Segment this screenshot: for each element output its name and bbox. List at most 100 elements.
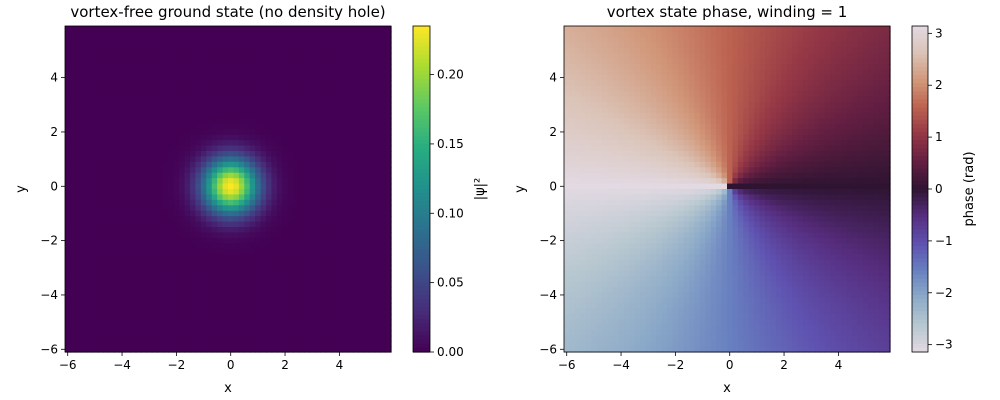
heatmap-cell: [623, 102, 630, 109]
heatmap-cell: [347, 275, 354, 282]
heatmap-cell: [629, 123, 636, 130]
heatmap-cell: [179, 140, 186, 147]
heatmap-cell: [141, 47, 148, 54]
heatmap-cell: [97, 58, 104, 65]
heatmap-cell: [211, 178, 218, 185]
heatmap-cell: [380, 292, 387, 299]
heatmap-cell: [602, 341, 609, 348]
heatmap-cell: [672, 303, 679, 310]
heatmap-cell: [304, 112, 311, 119]
heatmap-cell: [667, 129, 674, 136]
heatmap-cell: [656, 324, 663, 331]
colorbar-step: [413, 74, 430, 80]
colorbar-step: [413, 197, 430, 202]
heatmap-cell: [81, 286, 88, 293]
heatmap-cell: [645, 183, 652, 190]
heatmap-cell: [623, 324, 630, 331]
heatmap-cell: [369, 167, 376, 174]
heatmap-cell: [70, 140, 77, 147]
heatmap-cell: [293, 194, 300, 201]
heatmap-cell: [200, 47, 207, 54]
heatmap-cell: [574, 275, 581, 282]
heatmap-cell: [119, 161, 126, 168]
heatmap-cell: [97, 102, 104, 109]
heatmap-cell: [331, 194, 338, 201]
heatmap-cell: [124, 232, 131, 239]
heatmap-cell: [173, 341, 180, 348]
heatmap-cell: [650, 265, 657, 272]
heatmap-cell: [352, 335, 359, 342]
heatmap-cell: [228, 254, 235, 261]
heatmap-cell: [97, 199, 104, 206]
heatmap-cell: [607, 118, 614, 125]
heatmap-cell: [672, 227, 679, 234]
heatmap-cell: [211, 259, 218, 266]
heatmap-cell: [612, 254, 619, 261]
heatmap-cell: [75, 243, 82, 250]
heatmap-cell: [672, 53, 679, 60]
heatmap-cell: [607, 102, 614, 109]
heatmap-cell: [260, 112, 267, 119]
heatmap-cell: [569, 303, 576, 310]
heatmap-cell: [293, 275, 300, 282]
heatmap-cell: [580, 167, 587, 174]
heatmap-cell: [602, 69, 609, 76]
heatmap-cell: [179, 308, 186, 315]
heatmap-cell: [634, 112, 641, 119]
heatmap-cell: [678, 31, 685, 38]
heatmap-cell: [108, 172, 115, 179]
heatmap-cell: [309, 292, 316, 299]
heatmap-cell: [569, 74, 576, 81]
heatmap-cell: [97, 259, 104, 266]
heatmap-cell: [325, 145, 332, 152]
heatmap-cell: [130, 270, 137, 277]
heatmap-cell: [602, 123, 609, 130]
heatmap-cell: [369, 254, 376, 261]
heatmap-cell: [293, 308, 300, 315]
heatmap-cell: [81, 346, 88, 353]
heatmap-cell: [358, 74, 365, 81]
heatmap-cell: [233, 313, 240, 320]
heatmap-cell: [141, 221, 148, 228]
heatmap-cell: [103, 91, 110, 98]
heatmap-cell: [238, 31, 245, 38]
heatmap-cell: [369, 85, 376, 92]
heatmap-cell: [369, 172, 376, 179]
heatmap-cell: [233, 210, 240, 217]
heatmap-cell: [574, 129, 581, 136]
heatmap-cell: [374, 172, 381, 179]
heatmap-cell: [369, 286, 376, 293]
heatmap-cell: [607, 346, 614, 353]
heatmap-cell: [320, 69, 327, 76]
heatmap-cell: [266, 172, 273, 179]
heatmap-cell: [574, 308, 581, 315]
heatmap-cell: [184, 80, 191, 87]
heatmap-cell: [113, 227, 120, 234]
heatmap-cell: [168, 58, 175, 65]
heatmap-cell: [217, 140, 224, 147]
heatmap-cell: [287, 313, 294, 320]
heatmap-cell: [151, 227, 158, 234]
heatmap-cell: [228, 112, 235, 119]
heatmap-cell: [287, 335, 294, 342]
heatmap-cell: [347, 80, 354, 87]
heatmap-cell: [271, 216, 278, 223]
heatmap-cell: [569, 319, 576, 326]
heatmap-cell: [195, 91, 202, 98]
heatmap-cell: [282, 275, 289, 282]
heatmap-cell: [162, 134, 169, 141]
heatmap-cell: [233, 118, 240, 125]
heatmap-cell: [640, 216, 647, 223]
heatmap-cell: [591, 265, 598, 272]
heatmap-cell: [211, 58, 218, 65]
heatmap-cell: [130, 210, 137, 217]
heatmap-cell: [564, 53, 571, 60]
heatmap-cell: [255, 199, 262, 206]
heatmap-cell: [314, 129, 321, 136]
heatmap-cell: [65, 232, 72, 239]
heatmap-cell: [314, 172, 321, 179]
heatmap-cell: [640, 123, 647, 130]
heatmap-cell: [200, 237, 207, 244]
